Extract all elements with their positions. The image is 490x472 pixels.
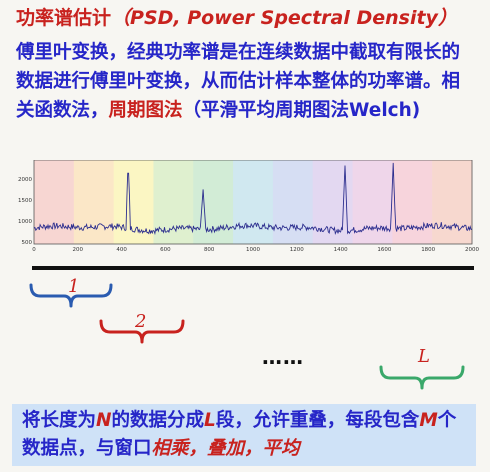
summary-box	[12, 404, 476, 466]
x-tick-label: 1400	[334, 247, 348, 252]
segment-band	[312, 160, 354, 244]
var-M: M	[419, 410, 438, 431]
segment-band	[73, 160, 115, 244]
summary-t3: 段，允许重叠，每段包含	[215, 410, 420, 431]
y-tick-label: 2000	[18, 177, 32, 183]
y-tick-labels: 500 1000 1500 2000	[18, 177, 32, 246]
summary-t4: 个数据点，与窗口	[22, 410, 457, 459]
x-tick-label: 1000	[246, 247, 260, 252]
x-tick-label: 1600	[377, 247, 391, 252]
description-part-2: （平滑平均周期图法Welch)	[182, 100, 421, 121]
segment-band	[392, 160, 433, 244]
y-tick-label: 1500	[18, 198, 32, 204]
segment-band	[113, 160, 154, 244]
description-part-1: 傅里叶变换，经典功率谱是在连续数据中截取有限长的数据进行傅里叶变换，从而估计样本…	[16, 42, 461, 121]
title-english: （PSD, Power Spectral Density）	[111, 7, 457, 29]
y-tick-label: 500	[22, 240, 33, 246]
segment-2-brace	[99, 319, 185, 344]
data-sequence-line	[32, 266, 474, 270]
x-tick-label: 2000	[465, 247, 479, 252]
segment-band	[34, 160, 75, 244]
slide-title: 功率谱估计（PSD, Power Spectral Density）	[16, 6, 457, 30]
ellipsis: ……	[262, 345, 304, 369]
segment-L-label: L	[418, 346, 430, 367]
periodogram-highlight: 周期图法	[108, 100, 183, 121]
x-tick-label: 0	[32, 247, 36, 252]
segment-1-label: 1	[68, 276, 80, 297]
segment-1-brace	[29, 283, 113, 308]
x-tick-label: 200	[73, 247, 84, 252]
window-operations: 相乘，叠加，平均	[151, 438, 300, 459]
signal-line	[33, 162, 473, 236]
x-tick-label: 800	[204, 247, 215, 252]
segment-bands	[34, 160, 473, 244]
summary-t1: 将长度为	[22, 410, 97, 431]
signal-plot: 500 1000 1500 2000 0 200 400 600 800 1000 1200 140…	[18, 160, 479, 252]
x-tick-label: 1200	[290, 247, 304, 252]
x-tick-label: 400	[116, 247, 127, 252]
segment-band	[233, 160, 274, 244]
segment-band	[153, 160, 194, 244]
plot-frame	[33, 160, 473, 245]
title-chinese: 功率谱估计	[16, 7, 112, 29]
segment-band	[272, 160, 314, 244]
x-tick-labels: 0 200 400 600 800 1000 1200 1400 1600 1800 2000	[32, 247, 479, 252]
segment-band	[432, 160, 473, 244]
summary-t2: 的数据分成	[111, 410, 205, 431]
segment-band	[193, 160, 234, 244]
y-tick-label: 1000	[18, 219, 32, 225]
description-paragraph: 傅里叶变换，经典功率谱是在连续数据中截取有限长的数据进行傅里叶变换，从而估计样本…	[16, 38, 478, 125]
var-L: L	[204, 410, 216, 431]
summary-text: 将长度为N的数据分成L段，允许重叠，每段包含M个数据点，与窗口相乘，叠加，平均	[22, 407, 472, 463]
segment-L-brace	[379, 365, 465, 390]
x-tick-label: 600	[160, 247, 171, 252]
segment-2-label: 2	[135, 311, 147, 332]
var-N: N	[96, 410, 112, 431]
x-tick-label: 1800	[421, 247, 435, 252]
